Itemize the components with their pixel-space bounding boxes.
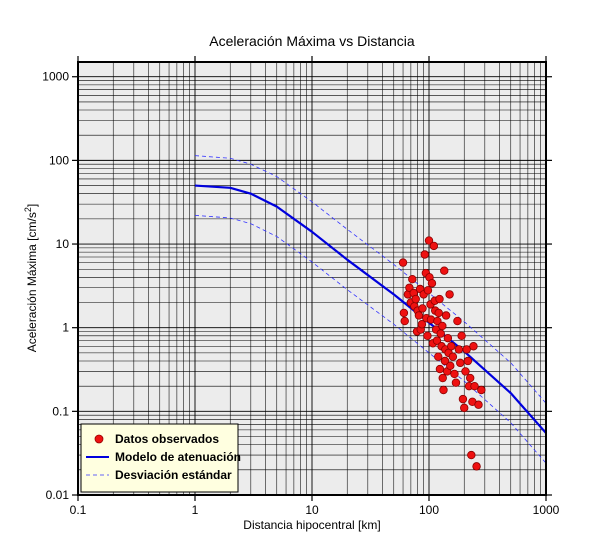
- x-tick-label: 1: [192, 503, 199, 517]
- x-tick-label: 100: [419, 503, 439, 517]
- data-point: [438, 321, 447, 331]
- data-point: [439, 385, 448, 395]
- data-point: [467, 450, 476, 460]
- data-point: [447, 342, 456, 351]
- data-point: [423, 286, 433, 295]
- data-point: [451, 378, 461, 387]
- y-tick-label: 0.1: [52, 404, 69, 418]
- std-deviation-line: [194, 214, 547, 464]
- data-point: [424, 236, 434, 245]
- data-point: [414, 311, 424, 320]
- data-point: [456, 358, 465, 368]
- legend-label-model: Modelo de atenuación: [115, 450, 241, 464]
- y-axis-label: Aceleración Máxima [cm/s2]: [23, 204, 39, 352]
- data-point: [469, 342, 478, 351]
- y-tick-label: 10: [56, 237, 70, 251]
- data-point: [427, 279, 437, 288]
- data-point: [432, 336, 442, 345]
- data-point: [435, 364, 445, 374]
- data-point: [463, 356, 473, 366]
- data-point: [434, 352, 443, 361]
- data-point: [448, 352, 458, 361]
- y-tick-label: 1: [62, 321, 69, 335]
- legend-dot-icon: [94, 434, 104, 444]
- y-tick-label: 1000: [42, 70, 69, 84]
- data-point: [446, 361, 455, 371]
- data-point: [408, 274, 417, 284]
- data-point: [461, 367, 470, 376]
- x-tick-label: 10: [305, 503, 319, 517]
- data-point: [466, 373, 475, 383]
- data-point: [454, 345, 464, 354]
- data-point: [453, 316, 462, 326]
- data-point: [440, 266, 449, 275]
- grid: [77, 62, 546, 496]
- x-axis-label: Distancia hipocentral [km]: [243, 518, 380, 532]
- chart-title: Aceleración Máxima vs Distancia: [209, 33, 415, 49]
- data-point: [418, 304, 427, 313]
- data-point: [460, 403, 469, 413]
- data-point: [434, 308, 443, 318]
- legend-label-deviation: Desviación estándar: [115, 468, 232, 482]
- y-tick-label: 0.01: [46, 488, 70, 502]
- data-point: [438, 373, 447, 383]
- data-point: [457, 331, 466, 340]
- data-point: [443, 333, 453, 343]
- data-point: [445, 290, 454, 299]
- data-point: [417, 320, 427, 329]
- data-point: [472, 462, 481, 471]
- data-point: [477, 385, 486, 395]
- x-tick-label: 0.1: [70, 503, 87, 517]
- data-point: [470, 381, 479, 391]
- data-point: [423, 331, 432, 340]
- data-point: [420, 250, 429, 259]
- data-point: [398, 258, 408, 267]
- data-point: [433, 316, 442, 326]
- data-point: [399, 308, 409, 318]
- legend: Datos observados Modelo de atenuación De…: [80, 423, 241, 493]
- x-tick-label: 1000: [533, 503, 560, 517]
- attenuation-model-line: [194, 184, 547, 434]
- std-deviation-line: [194, 155, 547, 404]
- curves: [194, 155, 547, 464]
- data-point: [462, 345, 471, 354]
- data-point: [474, 400, 483, 409]
- data-point: [400, 316, 409, 326]
- data-point: [440, 356, 450, 366]
- legend-label-observed: Datos observados: [115, 432, 219, 446]
- data-point: [458, 394, 468, 404]
- data-point: [441, 311, 451, 320]
- y-tick-label: 100: [49, 153, 69, 167]
- data-point: [436, 329, 445, 338]
- data-points: [398, 236, 486, 471]
- data-point: [429, 241, 439, 251]
- data-point: [411, 294, 420, 304]
- data-point: [435, 294, 444, 304]
- data-point: [450, 369, 459, 379]
